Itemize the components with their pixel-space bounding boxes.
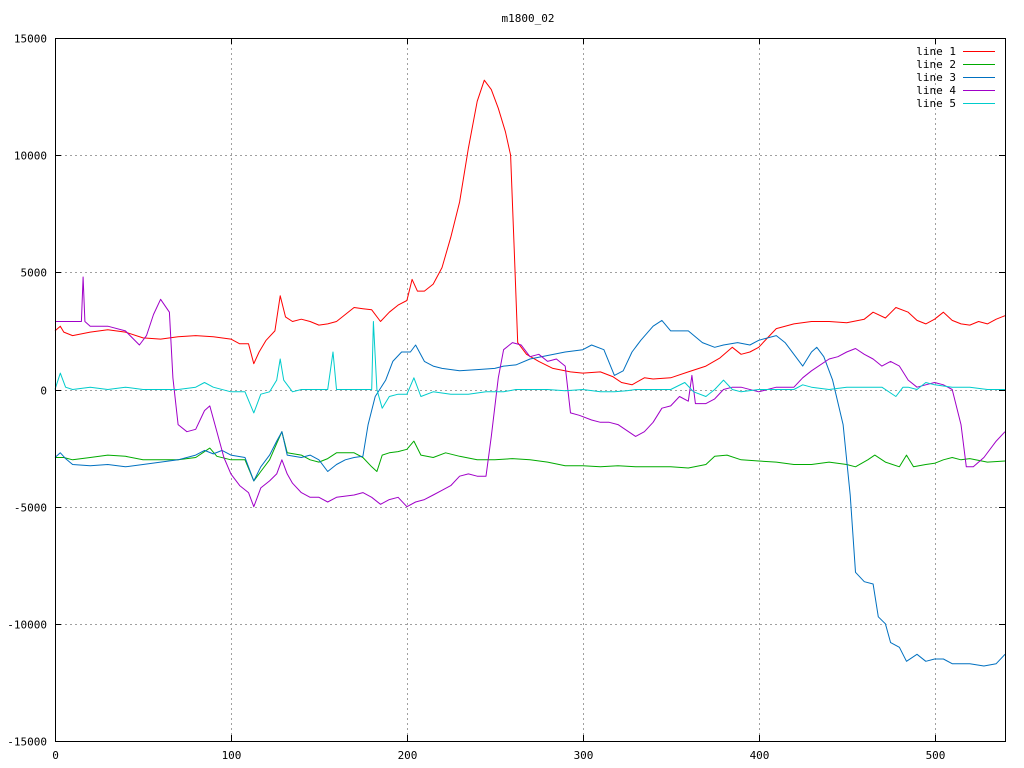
y-tick-label: 0 xyxy=(40,385,47,398)
axis-ticks: 0 100 200 300 400 500 15000 10000 5000 0 -5000 -100… xyxy=(7,33,1005,762)
chart-title: m1800_02 xyxy=(502,12,555,25)
x-tick-label: 400 xyxy=(750,749,770,762)
x-tick-label: 100 xyxy=(222,749,242,762)
series-line-3 xyxy=(54,319,1006,667)
series-line-1 xyxy=(54,79,1006,386)
y-tick-label: -10000 xyxy=(7,619,47,632)
x-tick-label: 200 xyxy=(398,749,418,762)
series-line-4 xyxy=(55,276,1006,508)
y-tick-label: -15000 xyxy=(7,736,47,749)
x-tick-label: 0 xyxy=(52,749,59,762)
legend-label-1: line 1 xyxy=(916,45,956,58)
x-tick-label: 500 xyxy=(926,749,946,762)
x-tick-label: 300 xyxy=(574,749,594,762)
legend-label-3: line 3 xyxy=(916,71,956,84)
legend-label-2: line 2 xyxy=(916,58,956,71)
y-tick-label: 10000 xyxy=(14,150,47,163)
series-line-2 xyxy=(55,431,1006,482)
y-tick-label: 5000 xyxy=(21,267,48,280)
y-tick-label: -5000 xyxy=(14,502,47,515)
series-line-5 xyxy=(54,321,1005,414)
y-tick-label: 15000 xyxy=(14,33,47,46)
series-group xyxy=(54,79,1006,667)
legend-label-5: line 5 xyxy=(916,97,956,110)
legend-label-4: line 4 xyxy=(916,84,956,97)
